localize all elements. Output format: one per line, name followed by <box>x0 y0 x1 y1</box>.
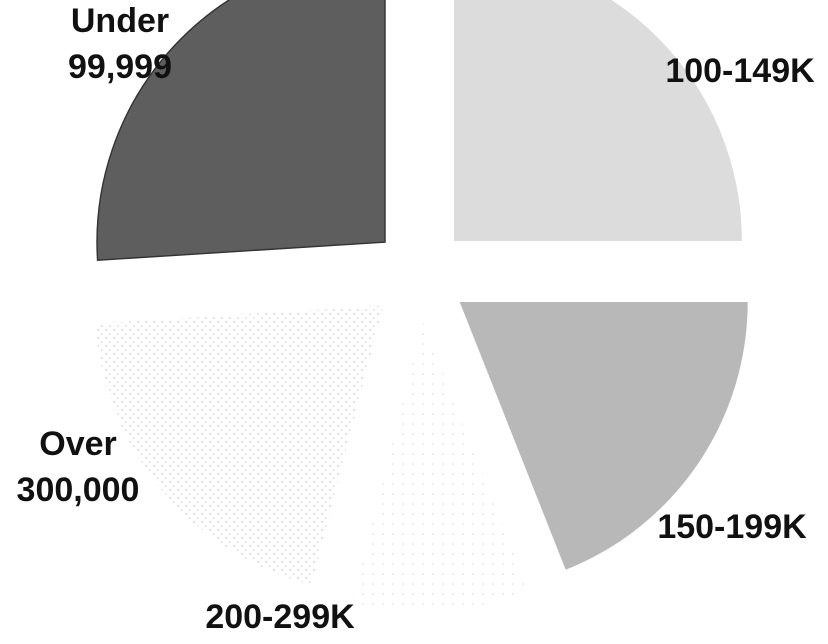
slice-under-99999 <box>96 0 386 261</box>
slice-200-299k <box>351 322 530 611</box>
slice-100-149k <box>453 0 742 242</box>
label-150-199k: 150-199K <box>657 508 807 546</box>
pie-slices <box>95 0 748 611</box>
slice-150-199k <box>459 301 748 570</box>
label-over-300000: Over 300,000 <box>17 425 140 509</box>
slice-over-300000 <box>95 305 384 585</box>
label-under-99999: Under 99,999 <box>68 2 172 86</box>
label-100-149k: 100-149K <box>665 52 815 90</box>
label-200-299k: 200-299K <box>205 598 355 636</box>
pie-labels: Under 99,999 100-149K 150-199K 200-299K Over 3… <box>17 2 816 636</box>
